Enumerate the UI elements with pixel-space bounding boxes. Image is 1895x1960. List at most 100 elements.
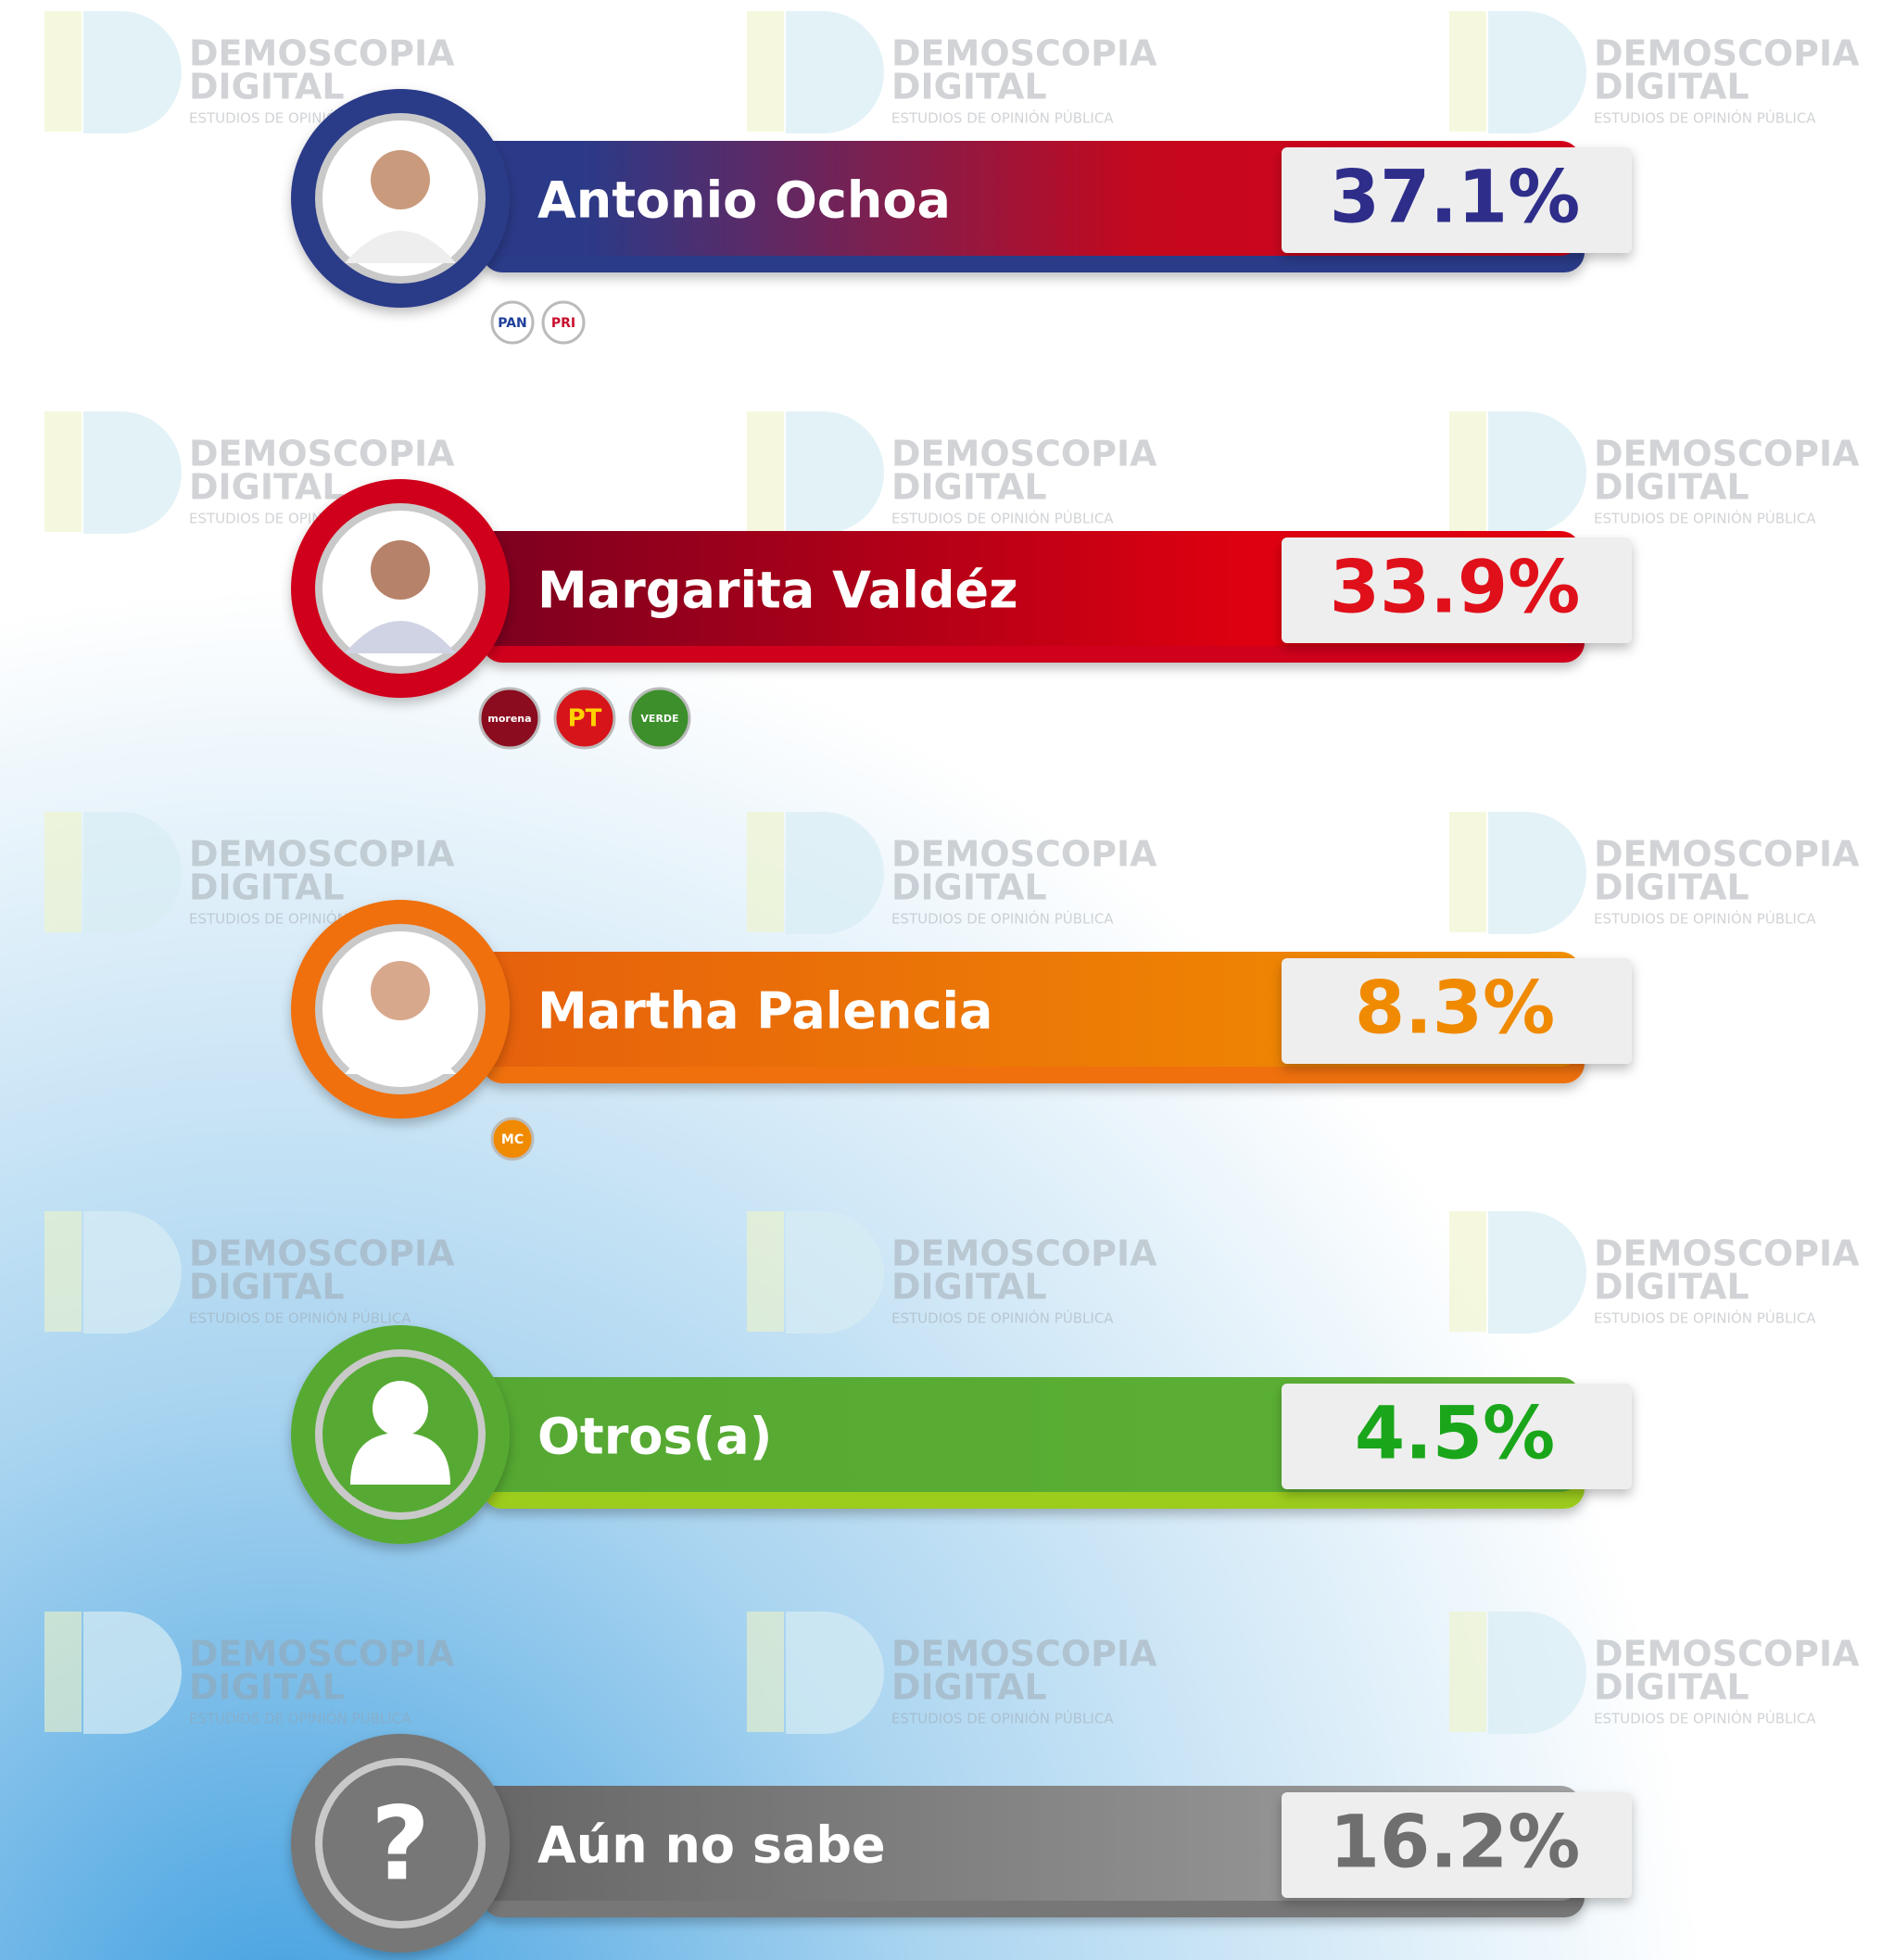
watermark-text: DIGITAL xyxy=(189,1267,345,1308)
watermark-text: DEMOSCOPIA xyxy=(1594,1233,1860,1274)
watermark-text: DEMOSCOPIA xyxy=(189,434,455,474)
watermark-bar xyxy=(747,1612,784,1732)
candidate-name: Antonio Ochoa xyxy=(537,171,951,230)
watermark-bar xyxy=(44,11,82,132)
watermark-bar xyxy=(44,1211,82,1332)
watermark-text: DEMOSCOPIA xyxy=(189,1233,455,1274)
watermark-text: ESTUDIOS DE OPINIÓN PÚBLICA xyxy=(1594,1309,1816,1327)
candidate-value: 8.3% xyxy=(1355,967,1555,1050)
party-logo xyxy=(541,300,586,345)
photo-head xyxy=(371,150,430,209)
value-box xyxy=(1282,537,1632,643)
candidate-value: 4.5% xyxy=(1355,1392,1555,1475)
watermark-bar xyxy=(747,411,784,532)
watermark-text: DIGITAL xyxy=(891,1267,1047,1308)
watermark-text: DIGITAL xyxy=(1594,867,1750,908)
person-head xyxy=(373,1381,428,1436)
watermark-bar xyxy=(1449,1612,1486,1732)
watermark-text: DEMOSCOPIA xyxy=(891,33,1157,74)
watermark-d xyxy=(786,11,884,133)
party-label: MC xyxy=(501,1132,524,1147)
watermark-text: DEMOSCOPIA xyxy=(189,834,455,875)
watermark-d xyxy=(786,411,884,534)
watermark-text: ESTUDIOS DE OPINIÓN PÚBLICA xyxy=(891,1710,1114,1727)
watermark-text: DEMOSCOPIA xyxy=(1594,434,1860,474)
watermark-d xyxy=(83,812,182,934)
watermark-text: DIGITAL xyxy=(1594,1267,1750,1308)
watermark-text: DEMOSCOPIA xyxy=(891,1233,1157,1274)
watermark-text: DIGITAL xyxy=(1594,467,1750,508)
value-box xyxy=(1282,147,1632,253)
watermark-text: DIGITAL xyxy=(891,67,1047,107)
watermark-d xyxy=(1488,411,1586,534)
watermark-text: DEMOSCOPIA xyxy=(189,33,455,74)
watermark-text: ESTUDIOS DE OPINIÓN PÚBLICA xyxy=(189,1309,411,1327)
watermark-bar xyxy=(1449,1211,1486,1332)
candidate-value: 16.2% xyxy=(1330,1801,1581,1884)
candidate-name: Otros(a) xyxy=(537,1408,772,1466)
candidate-name: Martha Palencia xyxy=(537,982,992,1041)
party-logo xyxy=(628,687,691,750)
avatar-icon: ? xyxy=(371,1784,430,1903)
watermark-text: ESTUDIOS DE OPINIÓN PÚBLICA xyxy=(891,910,1114,928)
candidate-name: Aún no sabe xyxy=(537,1816,886,1875)
watermark-text: DIGITAL xyxy=(891,1667,1047,1708)
watermark-text: DEMOSCOPIA xyxy=(1594,834,1860,875)
watermark-text: ESTUDIOS DE OPINIÓN PÚBLICA xyxy=(1594,510,1816,527)
watermark-text: ESTUDIOS DE OPINIÓN PÚBLICA xyxy=(1594,109,1816,127)
value-box xyxy=(1282,1792,1632,1898)
photo-head xyxy=(371,540,430,600)
watermark-d xyxy=(1488,812,1586,934)
watermark-text: DEMOSCOPIA xyxy=(1594,1634,1860,1675)
photo-head xyxy=(371,961,430,1020)
watermark-bar xyxy=(1449,812,1486,932)
candidate-value: 33.9% xyxy=(1330,546,1581,629)
watermark-d xyxy=(1488,1612,1586,1734)
watermark-d xyxy=(1488,1211,1586,1334)
watermark-d xyxy=(83,1612,182,1734)
watermark-text: DIGITAL xyxy=(1594,67,1750,107)
watermark-text: DEMOSCOPIA xyxy=(1594,33,1860,74)
watermark-text: DEMOSCOPIA xyxy=(891,1634,1157,1675)
watermark-text: DEMOSCOPIA xyxy=(891,434,1157,474)
candidate-row: 8.3% Martha Palencia MC xyxy=(291,900,1632,1161)
watermark-text: ESTUDIOS DE OPINIÓN PÚBLICA xyxy=(891,109,1114,127)
watermark-text: ESTUDIOS DE OPINIÓN PÚBLICA xyxy=(1594,910,1816,928)
party-logo xyxy=(490,300,535,345)
watermark-bar xyxy=(747,812,784,932)
candidate-row: 37.1% Antonio Ochoa PAN PRI xyxy=(291,89,1632,345)
watermark-bar xyxy=(44,1612,82,1732)
watermark-text: ESTUDIOS DE OPINIÓN PÚBLICA xyxy=(1594,1710,1816,1727)
party-label: PRI xyxy=(551,316,575,331)
photo-body xyxy=(345,1042,456,1074)
value-box xyxy=(1282,958,1632,1064)
watermark-bar xyxy=(747,11,784,132)
photo-body xyxy=(345,621,456,653)
party-label: morena xyxy=(487,713,531,725)
candidate-row: 4.5% Otros(a) xyxy=(291,1325,1632,1544)
watermark-d xyxy=(83,411,182,534)
watermark-text: DIGITAL xyxy=(891,867,1047,908)
photo-body xyxy=(345,231,456,263)
candidate-rows: 37.1% Antonio Ochoa PAN PRI 33.9% Margarita V… xyxy=(291,89,1632,1953)
value-box xyxy=(1282,1384,1632,1489)
watermark-d xyxy=(786,1211,884,1334)
watermark-text: DIGITAL xyxy=(1594,1667,1750,1708)
watermark-text: ESTUDIOS DE OPINIÓN PÚBLICA xyxy=(189,1710,411,1727)
avatar-inner xyxy=(315,1758,486,1928)
watermark-text: DIGITAL xyxy=(189,467,345,508)
watermark-text: DEMOSCOPIA xyxy=(189,1634,455,1675)
party-logo xyxy=(490,1117,535,1161)
candidate-row: 16.2% Aún no sabe? xyxy=(291,1734,1632,1953)
watermark-d xyxy=(786,1612,884,1734)
candidate-row: 33.9% Margarita Valdéz morena PT VERDE xyxy=(291,479,1632,750)
watermark-bar xyxy=(44,812,82,932)
party-label: PT xyxy=(568,705,602,733)
watermark-text: DIGITAL xyxy=(189,1667,345,1708)
party-label: PAN xyxy=(498,316,527,331)
party-logo xyxy=(478,687,541,750)
candidate-name: Margarita Valdéz xyxy=(537,562,1018,620)
